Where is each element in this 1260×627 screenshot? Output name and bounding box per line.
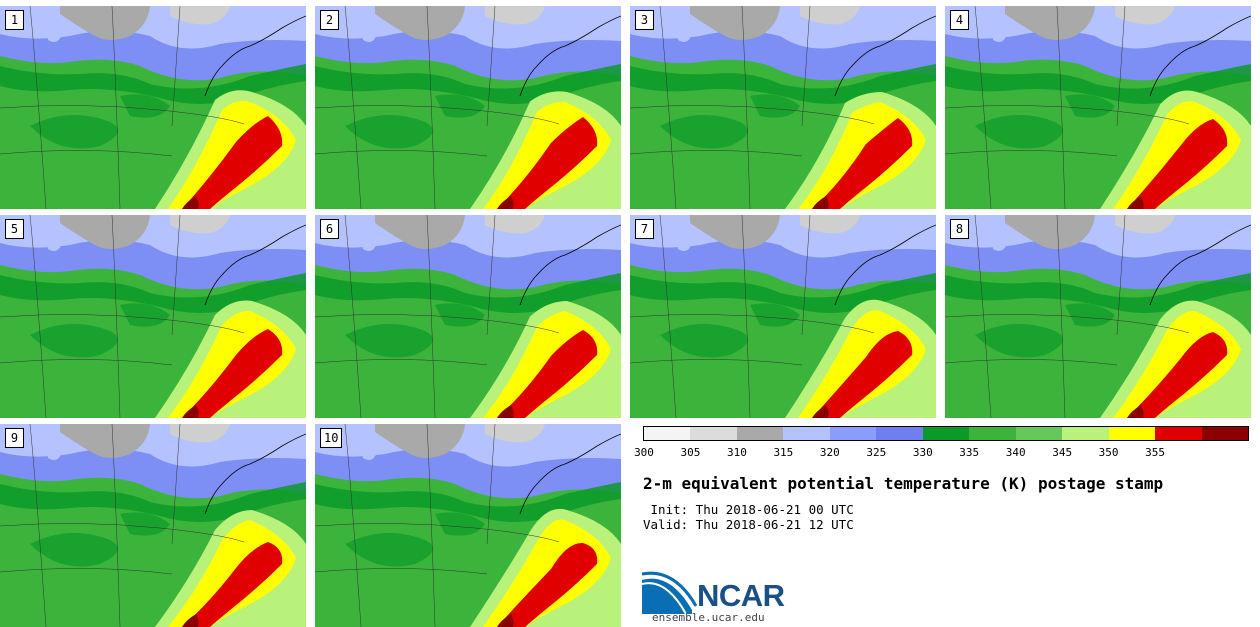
colorbar-tick-label: 335 [959,446,980,459]
init-time: Init: Thu 2018-06-21 00 UTC [643,502,854,517]
site-url[interactable]: ensemble.ucar.edu [652,611,765,624]
map-field [0,424,306,627]
member-number-label: 5 [5,219,24,239]
colorbar-swatch [922,427,970,440]
postage-stamp-panel: 10 [315,424,621,627]
colorbar-swatch [736,427,784,440]
map-field [315,6,621,209]
postage-stamp-panel: 4 [945,6,1251,209]
map-field [945,215,1251,418]
colorbar-tick-label: 340 [1005,446,1026,459]
map-field [0,6,306,209]
colorbar-swatch [876,427,923,440]
colorbar-swatch [1015,427,1063,440]
colorbar-swatch [783,427,830,440]
colorbar-swatches [643,426,1249,441]
postage-stamp-panel: 2 [315,6,621,209]
colorbar-tick-label: 305 [680,446,701,459]
map-field [315,215,621,418]
member-number-label: 6 [320,219,339,239]
map-field [945,6,1251,209]
postage-stamp-panel: 1 [0,6,306,209]
map-field [315,424,621,627]
colorbar-swatch [690,427,737,440]
postage-stamp-panel: 6 [315,215,621,418]
colorbar-tick-label: 330 [912,446,933,459]
colorbar-tick-label: 320 [819,446,840,459]
map-field [630,6,936,209]
colorbar-swatch [644,427,691,440]
colorbar-swatch [1155,427,1202,440]
ncar-logo-text: NCAR [697,578,785,613]
postage-stamp-panel: 9 [0,424,306,627]
colorbar-swatch [969,427,1016,440]
map-field [0,215,306,418]
member-number-label: 10 [320,428,343,448]
colorbar-tick-label: 310 [726,446,747,459]
colorbar-swatch [1108,427,1156,440]
valid-time: Valid: Thu 2018-06-21 12 UTC [643,517,854,532]
member-number-label: 3 [635,10,654,30]
member-number-label: 2 [320,10,339,30]
colorbar-tick-label: 325 [866,446,887,459]
plot-title: 2-m equivalent potential temperature (K)… [643,474,1164,493]
postage-stamp-panel: 5 [0,215,306,418]
member-number-label: 4 [950,10,969,30]
colorbar-swatch [1201,427,1249,440]
member-number-label: 1 [5,10,24,30]
map-field [630,215,936,418]
member-number-label: 7 [635,219,654,239]
postage-stamp-panel: 7 [630,215,936,418]
colorbar-swatch [829,427,877,440]
member-number-label: 9 [5,428,24,448]
ncar-logo-icon [642,571,698,614]
colorbar-tick-label: 345 [1052,446,1073,459]
colorbar-swatch [1062,427,1109,440]
colorbar: 300 305 310 315 320 325 330 335 340 345 350 355 [634,426,1249,460]
colorbar-tick-label: 355 [1145,446,1165,459]
colorbar-tick-label: 300 [634,446,654,459]
postage-stamp-panel: 8 [945,215,1251,418]
colorbar-tick-label: 315 [773,446,794,459]
colorbar-tick-label: 350 [1098,446,1119,459]
postage-stamp-panel: 3 [630,6,936,209]
member-number-label: 8 [950,219,969,239]
